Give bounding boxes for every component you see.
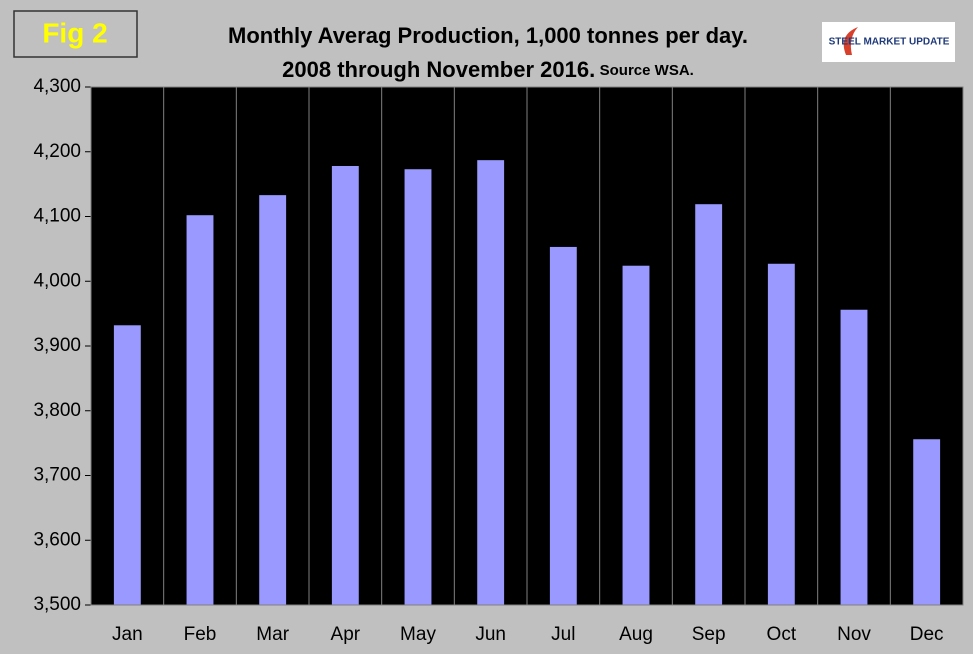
chart-title: Monthly Averag Production, 1,000 tonnes …	[228, 23, 748, 48]
figure-label-box	[13, 10, 138, 58]
plot-border	[90, 86, 964, 606]
bar	[913, 439, 941, 605]
x-tick-label: Nov	[837, 624, 871, 645]
x-tick-label: Sep	[692, 624, 726, 645]
bar	[477, 160, 505, 606]
x-tick-label: Jun	[475, 624, 506, 645]
y-tick-label: 3,800	[33, 400, 81, 421]
bar	[622, 265, 650, 605]
x-tick-label: Oct	[767, 624, 797, 645]
bar	[259, 195, 287, 605]
x-tick-label: Dec	[910, 624, 944, 645]
subtitle-line: 2008 through November 2016. Source WSA.	[282, 57, 694, 82]
bar	[113, 325, 141, 605]
bar	[331, 165, 359, 605]
subtitle: 2008 through November 2016.	[282, 57, 595, 82]
bar	[767, 263, 795, 605]
figure-label: Fig 2	[42, 17, 107, 48]
bar	[186, 215, 214, 605]
y-tick-label: 3,700	[33, 465, 81, 486]
logo-text: STEEL MARKET UPDATE	[829, 37, 950, 48]
y-tick-label: 3,900	[33, 335, 81, 356]
bar	[549, 246, 577, 605]
source: Source WSA.	[600, 62, 694, 79]
x-tick-label: Aug	[619, 624, 653, 645]
y-tick-label: 4,100	[33, 206, 81, 227]
x-tick-label: Feb	[184, 624, 217, 645]
logo-swoosh	[843, 27, 858, 55]
y-tick-label: 3,500	[33, 594, 81, 615]
bar	[695, 204, 723, 605]
y-tick-label: 4,300	[33, 76, 81, 97]
x-tick-label: Jan	[112, 624, 143, 645]
bar	[404, 169, 432, 606]
y-tick-label: 4,200	[33, 141, 81, 162]
x-tick-label: May	[400, 624, 436, 645]
y-tick-label: 3,600	[33, 529, 81, 550]
x-tick-label: Jul	[551, 624, 575, 645]
x-tick-label: Mar	[256, 624, 289, 645]
y-tick-label: 4,000	[33, 270, 81, 291]
x-tick-label: Apr	[331, 624, 361, 645]
bar	[840, 309, 868, 605]
